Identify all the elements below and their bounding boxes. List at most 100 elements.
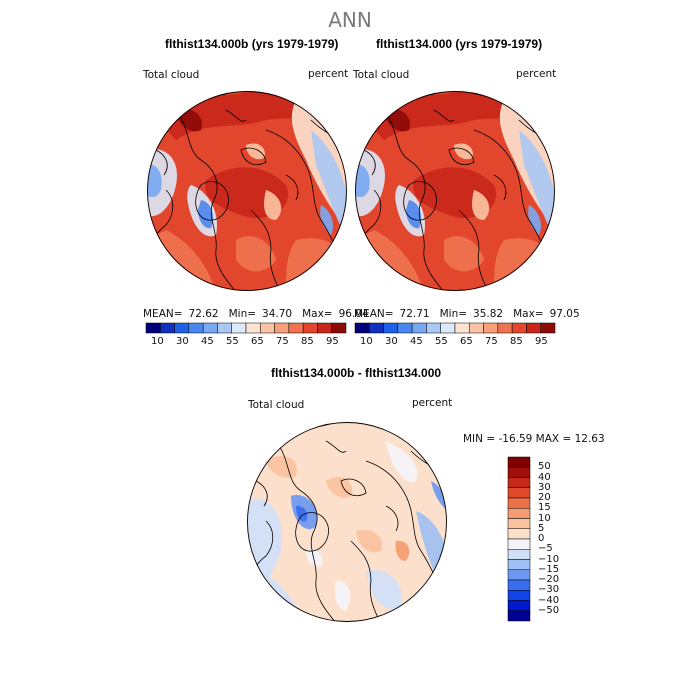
panel2-coastline bbox=[458, 209, 490, 291]
panel3-coastline bbox=[255, 480, 268, 507]
panel1-colorbar-box bbox=[217, 322, 232, 334]
panel3-coastline bbox=[275, 440, 337, 622]
panel3-colorbar-tick-label: −50 bbox=[538, 604, 560, 616]
panel1-mean-value: 72.62 bbox=[188, 308, 219, 320]
panel1-colorbar-box bbox=[188, 322, 204, 334]
panel1-colorbar-box bbox=[174, 322, 190, 334]
panel3-colorbar-tick-label: 5 bbox=[538, 522, 545, 534]
panel3-coastline bbox=[350, 540, 382, 622]
panel3-colorbar-box bbox=[507, 590, 531, 601]
panel2-field-patch bbox=[406, 200, 421, 229]
panel2-colorbar-box bbox=[354, 322, 370, 334]
panel3-coastlines bbox=[247, 440, 447, 622]
panel2-coastline bbox=[383, 109, 445, 291]
panel3-title: flthist134.000b - flthist134.000 bbox=[271, 366, 442, 380]
panel2-max-label: Max= bbox=[513, 308, 544, 320]
panel1-colorbar-tick-label: 95 bbox=[326, 336, 339, 347]
panel2-field-patch bbox=[454, 143, 473, 160]
panel1-colorbar-tick-label: 30 bbox=[176, 336, 189, 347]
panel1-colorbar-box bbox=[302, 322, 318, 334]
panel3-field-patch bbox=[326, 476, 352, 498]
panel1-max-label: Max= bbox=[302, 308, 333, 320]
panel1-max-value: 96.04 bbox=[338, 308, 369, 320]
panel1-field-patch bbox=[198, 200, 213, 229]
panel2-colorbar-box bbox=[469, 322, 484, 334]
panel3-field bbox=[247, 422, 447, 622]
panel3-coastline bbox=[295, 512, 329, 552]
panel1-colorbar-tick-label: 65 bbox=[251, 336, 264, 347]
panel2-coastline bbox=[493, 174, 507, 201]
panel2-map bbox=[355, 91, 555, 291]
panel3-colorbar-box bbox=[507, 610, 531, 622]
panel3-field-patch bbox=[296, 505, 308, 522]
panel3-colorbar-tick-label: 50 bbox=[538, 461, 551, 473]
panel3-colorbar-tick-label: 20 bbox=[538, 492, 551, 503]
panel1-coastline bbox=[240, 147, 267, 166]
panel1-colorbar-box bbox=[260, 322, 275, 334]
panel1-field-patch bbox=[320, 205, 333, 235]
panel2-colorbar-box bbox=[383, 322, 399, 334]
panel1-colorbar-box bbox=[231, 322, 247, 334]
panel1-field-patch bbox=[264, 190, 282, 220]
panel2-min-label: Min= bbox=[439, 308, 468, 320]
panel2-units-label: percent bbox=[516, 68, 557, 80]
panel1-units-label: percent bbox=[308, 68, 349, 80]
panel3-colorbar-box bbox=[507, 600, 531, 611]
panel1-colorbar-tick-label: 10 bbox=[151, 336, 164, 347]
panel3-colorbar-box bbox=[507, 477, 531, 488]
panel2-colorbar-box bbox=[454, 322, 470, 334]
panel2-min-value: 35.82 bbox=[473, 308, 504, 320]
panel1-colorbar-tick-label: 45 bbox=[201, 336, 214, 347]
panel1-field-patch bbox=[286, 238, 347, 291]
panel2-colorbar-tick-label: 10 bbox=[360, 336, 373, 347]
panel2-field bbox=[355, 91, 555, 291]
panel2-field-patch bbox=[519, 130, 555, 240]
panel3-colorbar-box bbox=[507, 528, 531, 540]
panel1-field-patch bbox=[236, 236, 276, 272]
panel2-colorbar-tick-label: 75 bbox=[485, 336, 498, 347]
panel2-colorbar-tick-label: 45 bbox=[410, 336, 423, 347]
panel1-mean-label: MEAN= bbox=[143, 308, 183, 320]
panel3-field-patch bbox=[431, 481, 447, 511]
panel2-colorbar-box bbox=[511, 322, 527, 334]
panel2-coastline bbox=[448, 147, 475, 166]
panel3-colorbar-tick-label: −5 bbox=[538, 543, 553, 555]
panel3-field-patch bbox=[306, 549, 323, 567]
panel2-field-patch bbox=[528, 205, 541, 235]
panel2-colorbar-box bbox=[369, 322, 384, 334]
panel2-variable-label: Total cloud bbox=[353, 69, 410, 81]
panel1-field-patch bbox=[147, 164, 162, 198]
panel3-field-patch bbox=[366, 570, 402, 610]
panel2-max-value: 97.05 bbox=[549, 308, 580, 320]
panel1-title: flthist134.000b (yrs 1979-1979) bbox=[165, 37, 339, 51]
panel2-colorbar-box bbox=[526, 322, 541, 334]
page-title: ANN bbox=[328, 8, 372, 32]
panel1-min-label: Min= bbox=[228, 308, 257, 320]
panel3-colorbar-box bbox=[507, 538, 531, 550]
panel2-mean-label: MEAN= bbox=[354, 308, 394, 320]
panel2-colorbar-tick-label: 95 bbox=[535, 336, 548, 347]
panel2-colorbar-box bbox=[497, 322, 513, 334]
panel2-colorbar-box bbox=[397, 322, 413, 334]
panel2-mean-value: 72.71 bbox=[399, 308, 430, 320]
panel3-units-label: percent bbox=[412, 397, 453, 409]
panel3-colorbar-box bbox=[507, 549, 531, 560]
panel1-field bbox=[147, 91, 347, 291]
panel2-coastline bbox=[363, 149, 376, 176]
panel2-colorbar bbox=[354, 322, 556, 334]
panel3-colorbar-ticks: 50 40 30 20 15 10 5 0 −5 −10 −15 −20 −30 −40 −50 bbox=[538, 456, 578, 622]
panel1-colorbar-box bbox=[245, 322, 261, 334]
panel1-colorbar-box bbox=[202, 322, 218, 334]
panel1-coastline bbox=[195, 181, 229, 221]
panel3-coastline bbox=[385, 505, 399, 532]
panel2-colorbar-tick-label: 55 bbox=[435, 336, 448, 347]
panel2-colorbar-box bbox=[483, 322, 499, 334]
panel3-colorbar-box bbox=[507, 569, 531, 581]
panel1-colorbar-tick-label: 85 bbox=[301, 336, 314, 347]
panel3-colorbar-box bbox=[507, 559, 531, 570]
panel2-field-patch bbox=[494, 238, 555, 291]
panel1-colorbar-box bbox=[274, 322, 290, 334]
panel2-field-patch bbox=[472, 190, 490, 220]
panel3-colorbar-tick-label: 30 bbox=[538, 481, 551, 493]
panel2-coastline bbox=[403, 181, 437, 221]
